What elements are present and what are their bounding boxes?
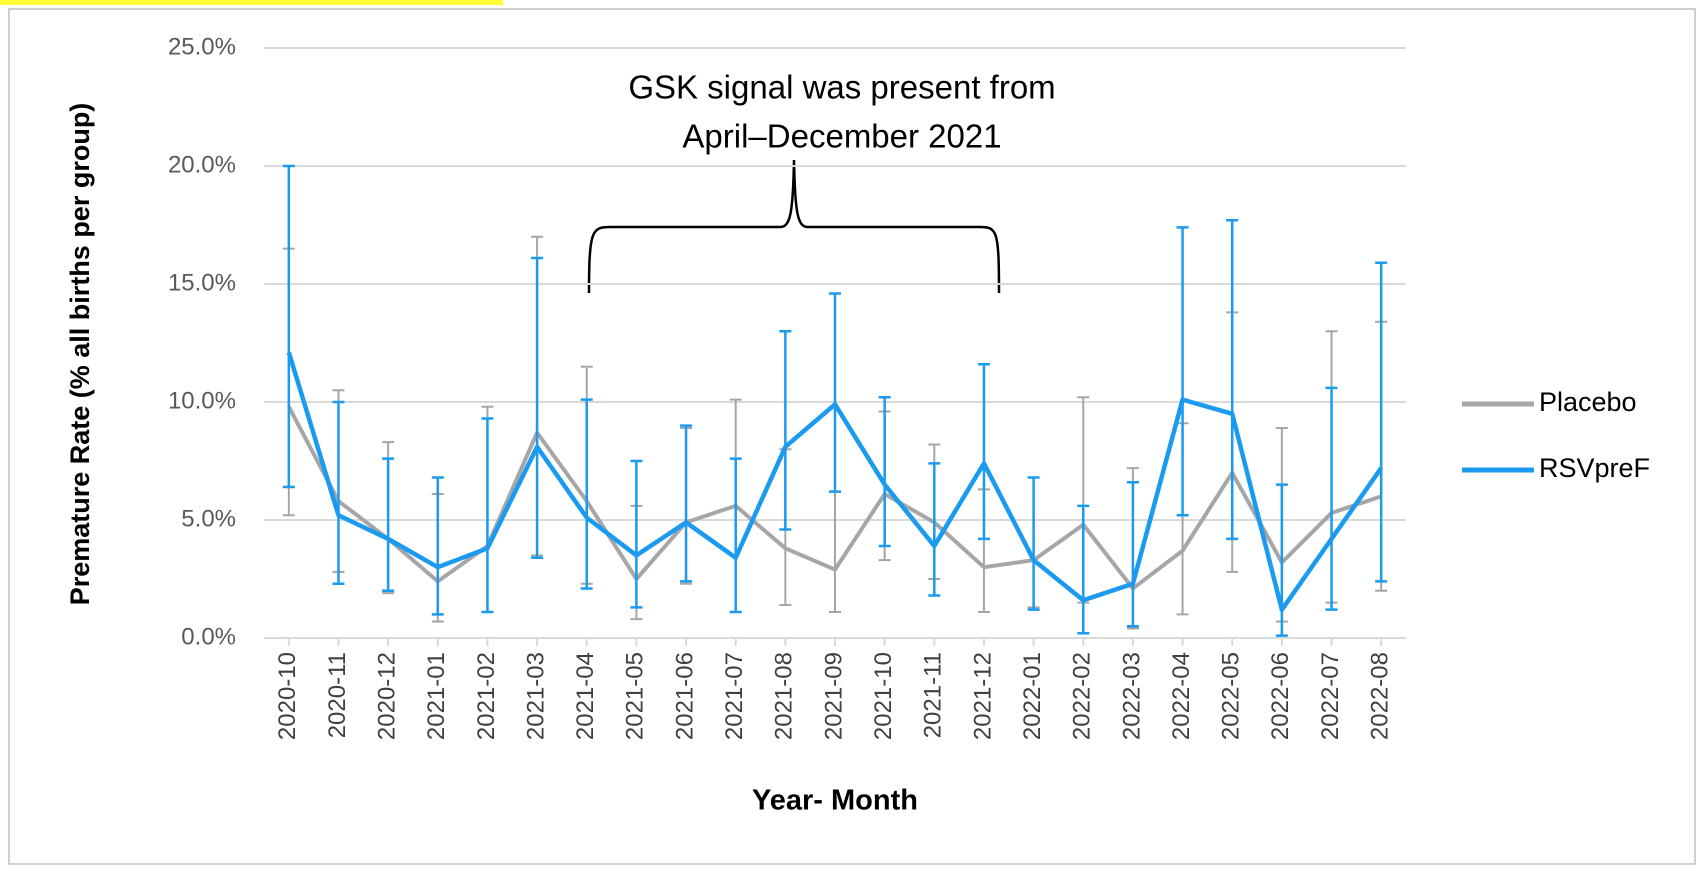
error-bar-line bbox=[878, 396, 891, 548]
plot bbox=[282, 164, 1388, 637]
x-tick-label: 2021-05 bbox=[622, 652, 649, 740]
legend-label: Placebo bbox=[1539, 387, 1637, 417]
error-bar-line bbox=[1375, 261, 1388, 583]
error-bar bbox=[1126, 480, 1139, 628]
error-bar-line bbox=[729, 457, 742, 614]
highlight-strip bbox=[0, 0, 503, 5]
x-tick-label: 2020-10 bbox=[274, 652, 301, 740]
error-bar-line bbox=[1176, 226, 1189, 517]
annotation: GSK signal was present from bbox=[628, 69, 1055, 106]
legend-label: RSVpreF bbox=[1539, 453, 1650, 483]
error-bar bbox=[1226, 219, 1239, 541]
error-bar bbox=[1027, 476, 1040, 611]
error-bar bbox=[382, 457, 395, 593]
error-bar-line bbox=[481, 417, 494, 614]
error-bar bbox=[1325, 386, 1338, 611]
y-tick-label: 15.0% bbox=[168, 269, 236, 296]
error-bar bbox=[928, 462, 941, 597]
error-bar bbox=[630, 459, 643, 609]
y-axis-label: Premature Rate (% all births per group) bbox=[65, 103, 95, 606]
x-tick-label: 2022-07 bbox=[1317, 652, 1344, 740]
error-bar-line bbox=[1325, 386, 1338, 611]
error-bar bbox=[282, 164, 295, 489]
error-bar-line bbox=[580, 398, 593, 590]
error-bar bbox=[481, 417, 494, 614]
x-tick-label: 2022-04 bbox=[1168, 652, 1195, 740]
y-tick-label: 5.0% bbox=[181, 505, 236, 532]
x-tick-label: 2021-12 bbox=[969, 652, 996, 740]
annotation: April–December 2021 bbox=[682, 118, 1001, 155]
error-bar bbox=[431, 476, 444, 616]
legend: Placebo RSVpreF bbox=[1462, 387, 1650, 483]
error-bar bbox=[1176, 226, 1189, 517]
x-tick-label: 2022-06 bbox=[1267, 652, 1294, 740]
error-bar-line bbox=[1027, 476, 1040, 611]
x-tick-label: 2021-01 bbox=[423, 652, 450, 740]
error-bar-line bbox=[1126, 480, 1139, 628]
x-tick-label: 2021-09 bbox=[820, 652, 847, 740]
y-tick-label: 0.0% bbox=[181, 623, 236, 650]
error-bar bbox=[1077, 504, 1090, 635]
error-bar bbox=[779, 329, 792, 531]
error-bar bbox=[878, 396, 891, 548]
series-line bbox=[287, 405, 1382, 591]
x-tick-label: 2022-01 bbox=[1019, 652, 1046, 740]
x-tick-label: 2022-03 bbox=[1118, 652, 1145, 740]
x-tick-label: 2021-06 bbox=[671, 652, 698, 740]
error-bar-line bbox=[431, 476, 444, 616]
grid: 0.0% 5.0% 10.0% 15.0% 20.0% 25.0% 2020-10 2020-… bbox=[168, 33, 1406, 740]
x-tick-label: 2022-02 bbox=[1069, 652, 1096, 740]
y-tick-label: 20.0% bbox=[168, 151, 236, 178]
error-bar-line bbox=[332, 400, 345, 585]
x-tick-label: 2021-02 bbox=[473, 652, 500, 740]
error-bar-line bbox=[630, 459, 643, 609]
error-bar-line bbox=[829, 292, 841, 493]
x-tick-label: 2022-05 bbox=[1218, 652, 1245, 740]
error-bar-line bbox=[680, 424, 693, 583]
x-tick-label: 2021-07 bbox=[721, 652, 748, 740]
x-tick-label: 2020-11 bbox=[324, 652, 351, 738]
error-bar-line bbox=[531, 256, 544, 560]
error-bar bbox=[977, 362, 990, 541]
error-bar bbox=[829, 292, 841, 493]
x-tick-label: 2021-10 bbox=[870, 652, 897, 740]
error-bar bbox=[580, 398, 593, 590]
error-bar-line bbox=[282, 164, 295, 489]
error-bar-line bbox=[1226, 219, 1239, 541]
error-bar-line bbox=[382, 457, 395, 593]
error-bar-line bbox=[977, 362, 990, 541]
x-tick-label: 2021-11 bbox=[920, 652, 947, 738]
error-bar bbox=[1375, 261, 1388, 583]
x-tick-label: 2020-12 bbox=[373, 652, 400, 740]
x-tick-label: 2022-08 bbox=[1367, 652, 1394, 740]
error-bar-line bbox=[1077, 504, 1090, 635]
error-bar-line bbox=[779, 329, 792, 531]
y-tick-label: 10.0% bbox=[168, 387, 236, 414]
error-bar-line bbox=[928, 462, 941, 597]
error-bar bbox=[531, 256, 544, 560]
x-tick-label: 2021-08 bbox=[771, 652, 798, 740]
error-bar bbox=[729, 457, 742, 614]
annotation-brace bbox=[587, 159, 1001, 294]
series-line bbox=[286, 351, 1384, 612]
error-bar bbox=[332, 400, 345, 585]
x-tick-label: 2021-04 bbox=[572, 652, 599, 740]
y-tick-label: 25.0% bbox=[168, 33, 236, 60]
error-bar bbox=[680, 424, 693, 583]
x-tick-label: 2021-03 bbox=[522, 652, 549, 740]
x-axis-label: Year- Month bbox=[752, 785, 918, 817]
